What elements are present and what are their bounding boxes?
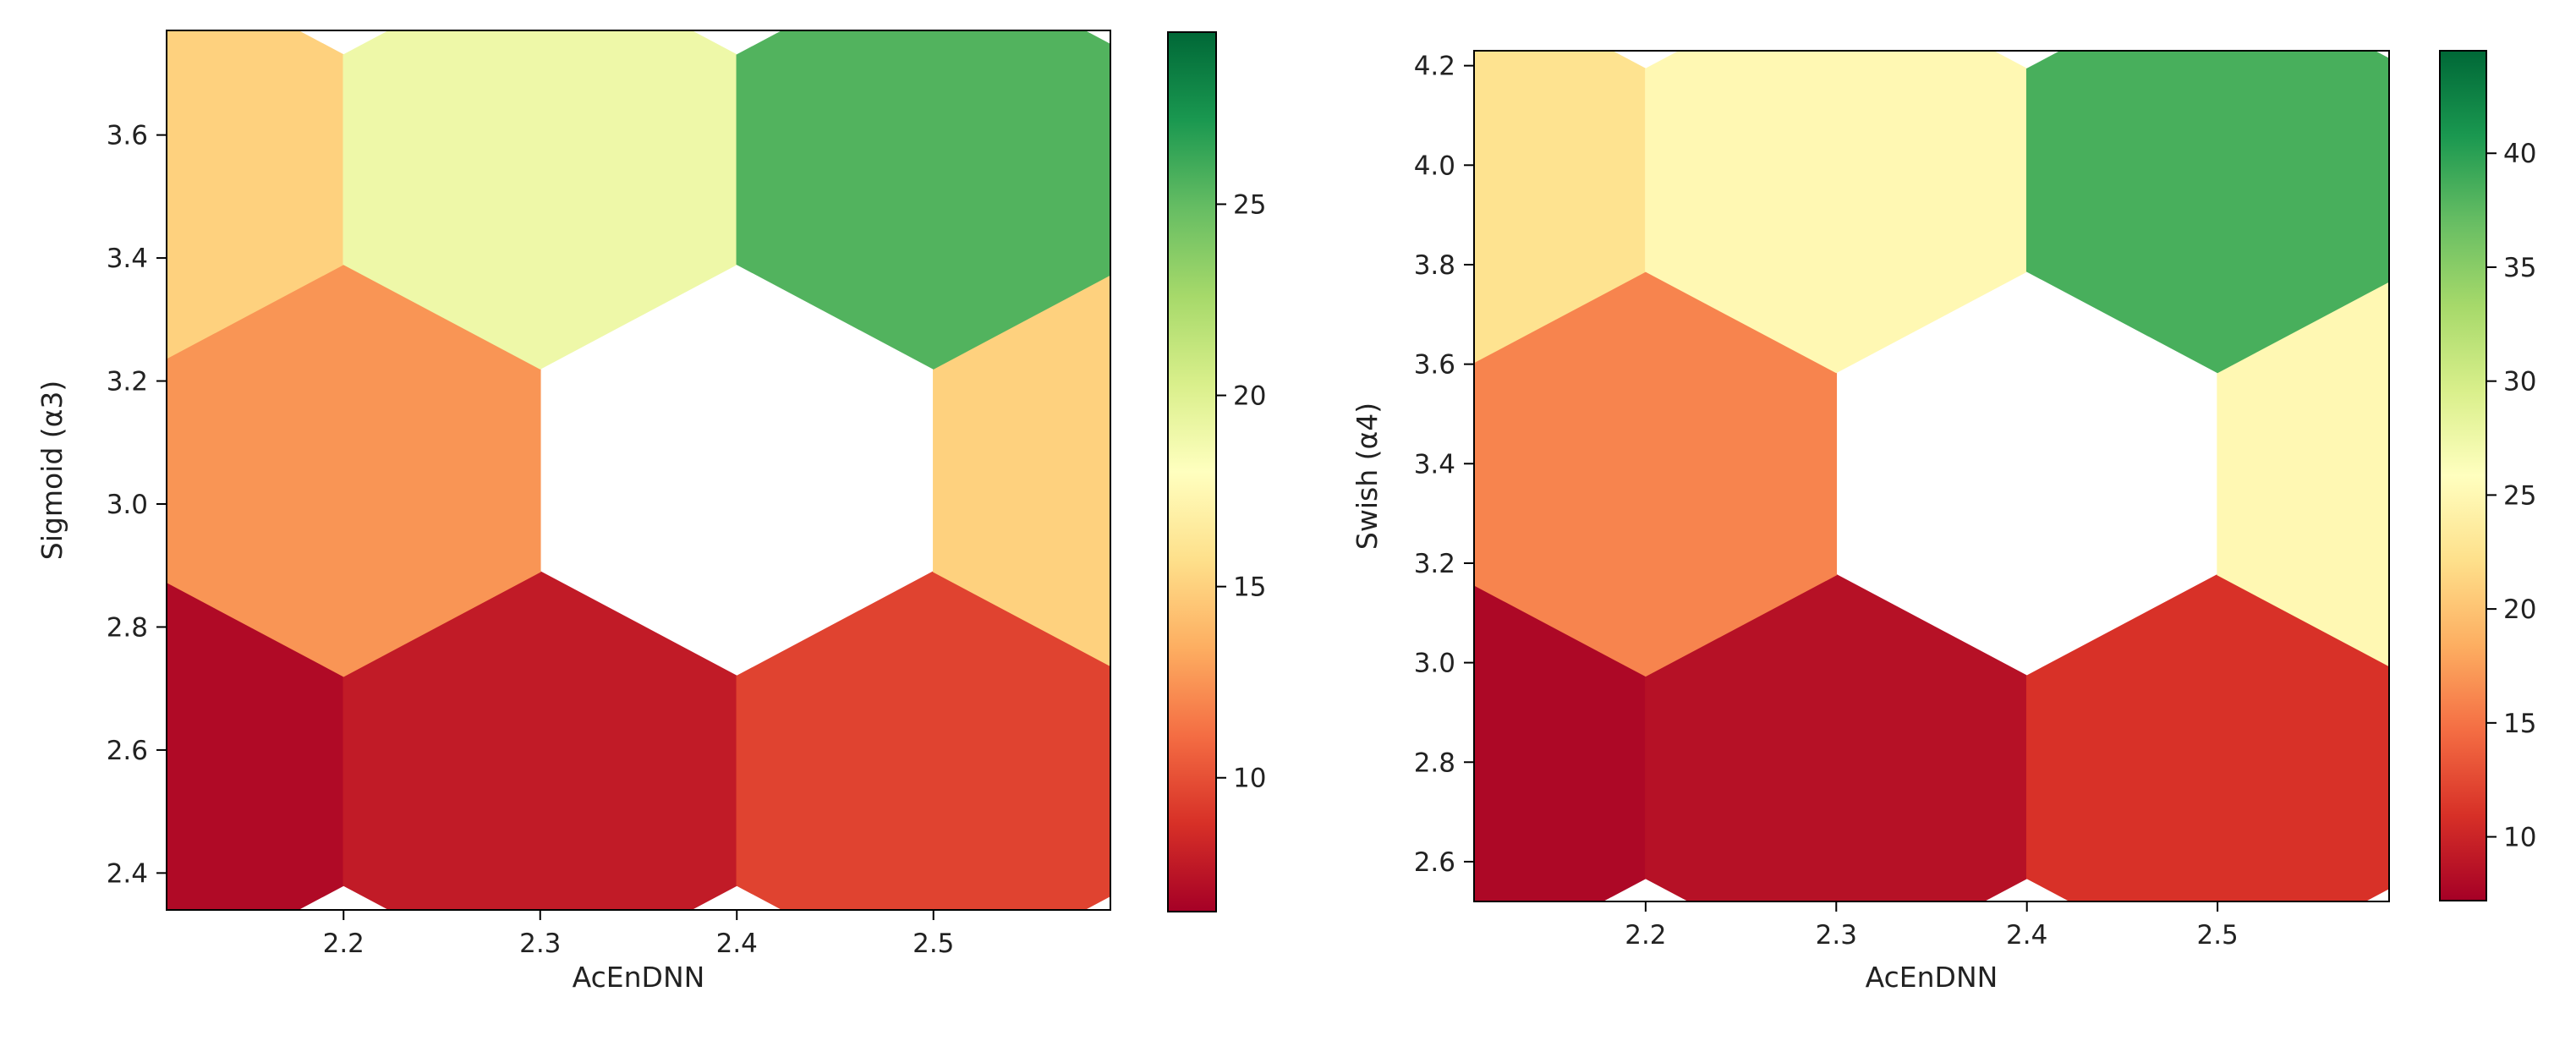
left-y-axis: 2.4 2.6 2.8 3.0 3.2 3.4 3.6	[107, 121, 167, 889]
left-x-tick-label: 2.5	[913, 929, 954, 959]
left-hexbin-cell-2	[736, 571, 1110, 910]
right-colorbar-tick-label: 15	[2503, 709, 2536, 739]
right-colorbar: 10 15 20 25 30 35 40	[2439, 50, 2536, 901]
right-y-tick-label: 3.0	[1414, 649, 1455, 679]
left-y-axis-label: Sigmoid (α3)	[36, 381, 69, 561]
right-y-tick-label: 3.8	[1414, 250, 1455, 281]
right-hexbin-cell-3	[2409, 575, 2576, 979]
left-x-axis-label: AcEnDNN	[573, 961, 705, 994]
right-y-axis: 2.6 2.8 3.0 3.2 3.4 3.6 3.8 4.0 4.2	[1414, 52, 1474, 878]
right-y-tick-label: 2.8	[1414, 748, 1455, 778]
right-y-tick-label: 3.6	[1414, 350, 1455, 381]
right-colorbar-tick-label: 25	[2503, 480, 2536, 511]
right-x-tick-label: 2.2	[1625, 920, 1666, 951]
left-y-tick-label: 3.0	[107, 490, 148, 520]
right-plot-frame	[1473, 50, 2390, 902]
right-x-axis: 2.2 2.3 2.4 2.5	[1625, 901, 2239, 951]
right-colorbar-tick-label: 20	[2503, 594, 2536, 625]
right-x-tick-label: 2.3	[1816, 920, 1857, 951]
left-plot-frame	[166, 30, 1111, 911]
right-y-tick-label: 4.0	[1414, 151, 1455, 181]
left-colorbar-gradient	[1167, 31, 1217, 912]
left-x-tick-label: 2.4	[716, 929, 758, 959]
left-y-tick-label: 3.4	[107, 244, 148, 274]
right-colorbar-tick-label: 30	[2503, 367, 2536, 397]
left-colorbar-tick-label: 25	[1233, 189, 1266, 220]
left-y-tick-label: 3.2	[107, 367, 148, 397]
left-colorbar-tick-label: 15	[1233, 573, 1266, 603]
right-colorbar-gradient	[2439, 50, 2487, 901]
right-colorbar-tick-label: 35	[2503, 253, 2536, 283]
right-x-tick-label: 2.4	[2006, 920, 2047, 951]
right-hexbin-cell-8	[2025, 51, 2389, 374]
left-x-axis: 2.2 2.3 2.4 2.5	[323, 910, 954, 959]
right-y-axis-label: Swish (α4)	[1351, 403, 1384, 550]
left-plot-area	[167, 30, 1110, 910]
right-chart: 2.2 2.3 2.4 2.5 2.6 2.8 3.0 3.2 3.4 3.6 3.8 4.0 4.2…	[1351, 0, 2576, 994]
right-y-tick-label: 2.6	[1414, 847, 1455, 878]
left-y-tick-label: 2.8	[107, 612, 148, 643]
right-colorbar-tick-label: 10	[2503, 823, 2536, 853]
left-y-tick-label: 2.6	[107, 736, 148, 766]
right-hexbin-cell-9	[2409, 0, 2576, 372]
right-plot-area	[1474, 0, 2576, 979]
right-y-tick-label: 4.2	[1414, 52, 1455, 82]
right-hexbin-cell-2	[2025, 573, 2389, 901]
left-colorbar-tick-label: 10	[1233, 764, 1266, 794]
left-colorbar-tick-label: 20	[1233, 381, 1266, 412]
left-y-tick-label: 2.4	[107, 858, 148, 889]
right-x-axis-label: AcEnDNN	[1866, 961, 1998, 994]
right-y-tick-label: 3.4	[1414, 449, 1455, 479]
right-colorbar-tick-label: 40	[2503, 139, 2536, 169]
left-hexbin-cell-8	[736, 30, 1110, 370]
right-x-tick-label: 2.5	[2196, 920, 2238, 951]
left-x-tick-label: 2.2	[323, 929, 364, 959]
left-x-tick-label: 2.3	[519, 929, 561, 959]
left-y-tick-label: 3.6	[107, 121, 148, 151]
left-chart: 2.2 2.3 2.4 2.5 2.4 2.6 2.8 3.0 3.2 3.4 3.6 AcEnD…	[36, 30, 1266, 994]
right-y-tick-label: 3.2	[1414, 549, 1455, 579]
left-colorbar: 10 15 20 25	[1167, 31, 1266, 912]
